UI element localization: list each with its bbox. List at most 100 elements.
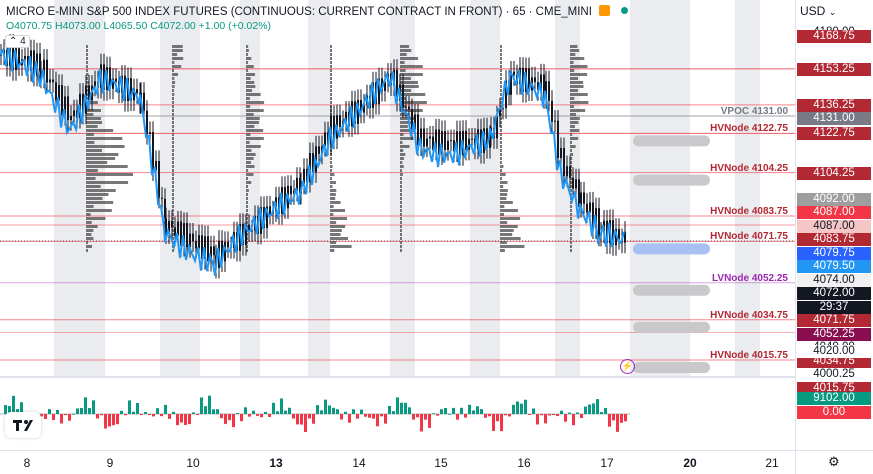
profile-bar: [246, 89, 252, 92]
candle-body: [64, 96, 66, 115]
price-chart-pane[interactable]: MICRO E-MINI S&P 500 INDEX FUTURES (CONT…: [0, 0, 795, 376]
profile-bar: [330, 229, 342, 232]
profile-bar: [246, 97, 250, 100]
volume-bar: [324, 399, 327, 414]
profile-bar: [400, 45, 410, 48]
profile-bar: [172, 181, 174, 184]
candle-body: [453, 140, 455, 152]
volume-bar: [132, 411, 135, 414]
candle-body: [103, 64, 105, 90]
time-label: 20: [683, 456, 697, 470]
volume-bar: [224, 414, 227, 424]
volume-delta-svg[interactable]: [0, 378, 795, 450]
profile-bar: [86, 77, 88, 80]
profile-bar: [500, 161, 502, 164]
volume-bar: [580, 414, 583, 419]
symbol-title[interactable]: MICRO E-MINI S&P 500 INDEX FUTURES (CONT…: [6, 6, 592, 18]
profile-bar: [500, 197, 507, 200]
volume-bar: [424, 414, 427, 420]
profile-bar: [500, 61, 502, 64]
volume-bar: [252, 410, 255, 414]
profile-bar: [172, 149, 174, 152]
settings-corner[interactable]: ⚙: [795, 450, 873, 474]
symbol-legend[interactable]: MICRO E-MINI S&P 500 INDEX FUTURES (CONT…: [6, 5, 629, 18]
profile-bar: [86, 157, 116, 160]
profile-bar: [400, 121, 414, 124]
profile-bar: [500, 225, 518, 228]
candle-body: [24, 56, 26, 60]
candle-body: [192, 233, 194, 242]
volume-bar: [80, 407, 83, 414]
volume-bar: [212, 409, 215, 414]
volume-bar: [76, 408, 79, 414]
alert-icon[interactable]: [599, 5, 611, 16]
profile-bar: [246, 177, 248, 180]
profile-bar: [570, 161, 572, 164]
profile-bar: [400, 145, 410, 148]
profile-bar: [570, 117, 580, 120]
profile-bar: [570, 157, 573, 160]
volume-bar: [288, 407, 291, 414]
profile-bar: [500, 173, 506, 176]
volume-bar: [292, 414, 295, 419]
flash-icon[interactable]: ⚡: [620, 359, 635, 374]
candle-body: [578, 179, 580, 207]
profile-bar: [172, 173, 174, 176]
candle-body: [360, 99, 362, 113]
profile-bar: [570, 221, 572, 224]
indicators-collapse-button[interactable]: ⌃ 4: [5, 35, 30, 48]
profile-bar: [330, 193, 336, 196]
tradingview-logo-icon[interactable]: [5, 412, 41, 438]
price-tag: 4079.75: [797, 246, 871, 260]
price-tag: 0.00: [797, 406, 871, 419]
profile-bar: [86, 61, 88, 64]
volume-bar: [268, 414, 271, 417]
settings-icon[interactable]: ⚙: [828, 454, 840, 469]
volume-bar: [84, 397, 87, 414]
candle-body: [554, 120, 556, 122]
price-chart-svg[interactable]: [0, 0, 795, 376]
price-axis[interactable]: USD ⌄ 4180.004168.754153.254136.254131.0…: [795, 0, 873, 450]
profile-bar: [570, 121, 579, 124]
volume-bar: [528, 414, 531, 415]
profile-bar: [86, 73, 89, 76]
profile-bar: [86, 209, 112, 212]
profile-bar: [86, 145, 125, 148]
volume-bar: [440, 409, 443, 414]
profile-bar: [400, 177, 402, 180]
volume-bar: [40, 414, 43, 417]
volume-pane[interactable]: [0, 378, 795, 450]
profile-bar: [86, 161, 108, 164]
volume-bar: [276, 411, 279, 414]
volume-bar: [444, 408, 447, 414]
currency-selector[interactable]: USD ⌄: [800, 4, 836, 18]
chevron-down-icon[interactable]: ⌄: [828, 7, 837, 17]
pane-separator[interactable]: [0, 376, 795, 378]
profile-bar: [172, 193, 174, 196]
candle-body: [432, 136, 434, 150]
profile-bar: [330, 225, 346, 228]
profile-bar: [172, 109, 174, 112]
candle-body: [115, 78, 117, 82]
profile-bar: [570, 241, 572, 244]
candle-body: [615, 228, 617, 246]
profile-bar: [500, 133, 502, 136]
profile-bar: [500, 201, 513, 204]
currency-label[interactable]: USD: [800, 4, 826, 18]
profile-bar: [330, 77, 332, 80]
profile-bar: [400, 205, 402, 208]
profile-bar: [400, 61, 405, 64]
profile-bar: [86, 65, 88, 68]
profile-bar: [86, 117, 101, 120]
profile-bar: [246, 157, 254, 160]
profile-bar: [246, 93, 261, 96]
profile-bar: [86, 149, 102, 152]
ohlc-values: O4070.75 H4073.00 L4065.50 C4072.00 +1.0…: [6, 20, 272, 32]
profile-bar: [570, 113, 576, 116]
profile-bar: [172, 105, 174, 108]
time-axis[interactable]: 8 9 10 13 14 15 16 17 20 21: [0, 450, 795, 474]
profile-bar: [172, 157, 174, 160]
profile-bar: [400, 165, 404, 168]
volume-bar: [364, 414, 367, 417]
profile-bar: [500, 213, 504, 216]
